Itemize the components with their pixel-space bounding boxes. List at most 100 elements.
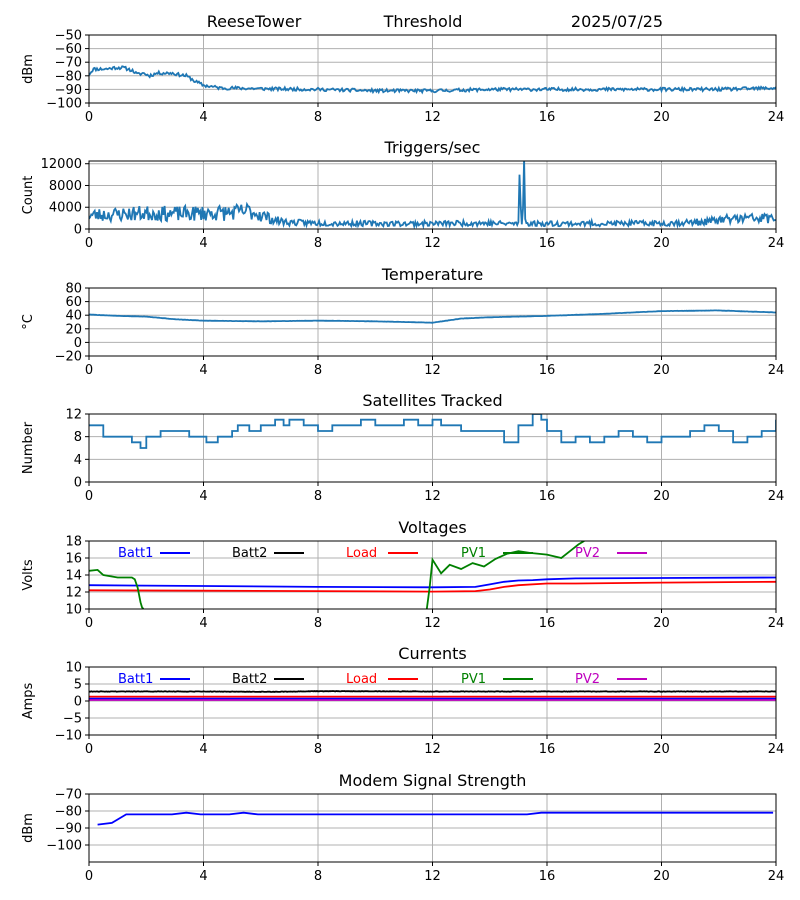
y-tick-label: 14 — [65, 569, 82, 584]
y-tick-label: −70 — [55, 56, 82, 71]
y-tick-label: 12 — [65, 408, 82, 423]
x-tick-label: 0 — [85, 616, 93, 631]
y-axis-label: Volts — [21, 559, 36, 591]
x-tick-label: 4 — [199, 616, 207, 631]
y-tick-label: 0 — [74, 336, 82, 351]
x-tick-label: 16 — [539, 742, 556, 757]
y-tick-label: −90 — [55, 83, 82, 98]
series-group — [89, 161, 776, 229]
series-group — [89, 414, 776, 449]
panel-5: 0 4 8 12 16 20 24 10 12 14 16 18 Voltages Volts Batt1 B… — [21, 518, 784, 631]
x-tick-label: 4 — [199, 110, 207, 125]
panel-title: Currents — [398, 644, 466, 663]
y-tick-label: 8000 — [49, 179, 82, 194]
x-tick-label: 16 — [539, 236, 556, 251]
x-tick-label: 24 — [768, 869, 785, 884]
panel-title: Temperature — [381, 265, 483, 284]
y-tick-label: 12000 — [41, 157, 82, 172]
x-tick-label: 24 — [768, 110, 785, 125]
y-tick-label: 16 — [65, 552, 82, 567]
y-tick-label: 8 — [74, 430, 82, 445]
legend-label: Batt1 — [118, 672, 153, 687]
x-tick-label: 4 — [199, 489, 207, 504]
x-tick-label: 12 — [424, 869, 441, 884]
x-tick-label: 20 — [653, 742, 670, 757]
header-date: 2025/07/25 — [571, 12, 663, 31]
y-tick-label: −80 — [55, 805, 82, 820]
x-tick-label: 8 — [314, 363, 322, 378]
series-line-3 — [89, 568, 145, 609]
x-tick-label: 12 — [424, 236, 441, 251]
legend-label: Batt1 — [118, 546, 153, 561]
y-axis-label: dBm — [21, 54, 36, 84]
x-tick-label: 0 — [85, 236, 93, 251]
y-tick-label: 0 — [74, 476, 82, 491]
x-tick-label: 20 — [653, 110, 670, 125]
y-tick-label: 4 — [74, 453, 82, 468]
panel-7: 0 4 8 12 16 20 24 −70 −80 −90 −100 Modem Signal Str… — [21, 771, 784, 884]
y-axis-label: °C — [21, 314, 36, 330]
legend-label: Batt2 — [232, 546, 267, 561]
series-group — [97, 811, 774, 826]
legend-label: Batt2 — [232, 672, 267, 687]
series-group — [89, 690, 776, 701]
x-tick-label: 20 — [653, 236, 670, 251]
series-line-1 — [89, 414, 776, 449]
x-tick-label: 16 — [539, 363, 556, 378]
y-tick-label: 4000 — [49, 201, 82, 216]
y-tick-label: 0 — [74, 695, 82, 710]
x-tick-label: 12 — [424, 363, 441, 378]
x-tick-label: 12 — [424, 110, 441, 125]
legend-label: Load — [346, 546, 377, 561]
header-station: ReeseTower — [207, 12, 302, 31]
series-line-1 — [89, 690, 776, 693]
legend-label: PV2 — [575, 672, 600, 687]
y-tick-label: −100 — [46, 97, 82, 112]
series-line-1 — [89, 65, 776, 95]
y-tick-label: −20 — [55, 350, 82, 365]
series-line-1 — [89, 309, 776, 324]
series-group — [89, 65, 776, 95]
legend-label: PV1 — [461, 672, 486, 687]
x-tick-label: 4 — [199, 236, 207, 251]
x-tick-label: 0 — [85, 110, 93, 125]
y-tick-label: 12 — [65, 586, 82, 601]
x-tick-label: 24 — [768, 489, 785, 504]
x-tick-label: 20 — [653, 869, 670, 884]
x-tick-label: 12 — [424, 489, 441, 504]
x-tick-label: 0 — [85, 869, 93, 884]
y-axis-label: Number — [21, 421, 36, 474]
x-tick-label: 0 — [85, 489, 93, 504]
series-line-2 — [89, 580, 776, 593]
x-tick-label: 24 — [768, 363, 785, 378]
series-line-1 — [89, 576, 776, 589]
panel-2: 0 4 8 12 16 20 24 0 4000 8000 12000 Triggers/sec Cou… — [21, 138, 784, 251]
x-tick-label: 8 — [314, 236, 322, 251]
series-line-1 — [97, 811, 774, 826]
y-tick-label: 10 — [65, 603, 82, 618]
x-tick-label: 12 — [424, 616, 441, 631]
header-mode: Threshold — [383, 12, 463, 31]
x-tick-label: 16 — [539, 869, 556, 884]
panel-1: 0 4 8 12 16 20 24 −50−60−70−80−90−100 dBm — [21, 29, 784, 126]
y-tick-label: 20 — [65, 322, 82, 337]
y-tick-label: −10 — [55, 729, 82, 744]
y-tick-label: 5 — [74, 678, 82, 693]
panel-title: Modem Signal Strength — [339, 771, 527, 790]
y-tick-label: 60 — [65, 295, 82, 310]
x-tick-label: 8 — [314, 489, 322, 504]
panel-title: Triggers/sec — [384, 138, 481, 157]
y-tick-label: −100 — [46, 839, 82, 854]
panel-title: Voltages — [398, 518, 466, 537]
x-tick-label: 16 — [539, 489, 556, 504]
series-line-4 — [425, 541, 585, 609]
x-tick-label: 24 — [768, 236, 785, 251]
panel-title: Satellites Tracked — [362, 391, 502, 410]
series-group — [89, 309, 776, 324]
x-tick-label: 4 — [199, 363, 207, 378]
y-tick-label: −70 — [55, 788, 82, 803]
x-tick-label: 8 — [314, 110, 322, 125]
